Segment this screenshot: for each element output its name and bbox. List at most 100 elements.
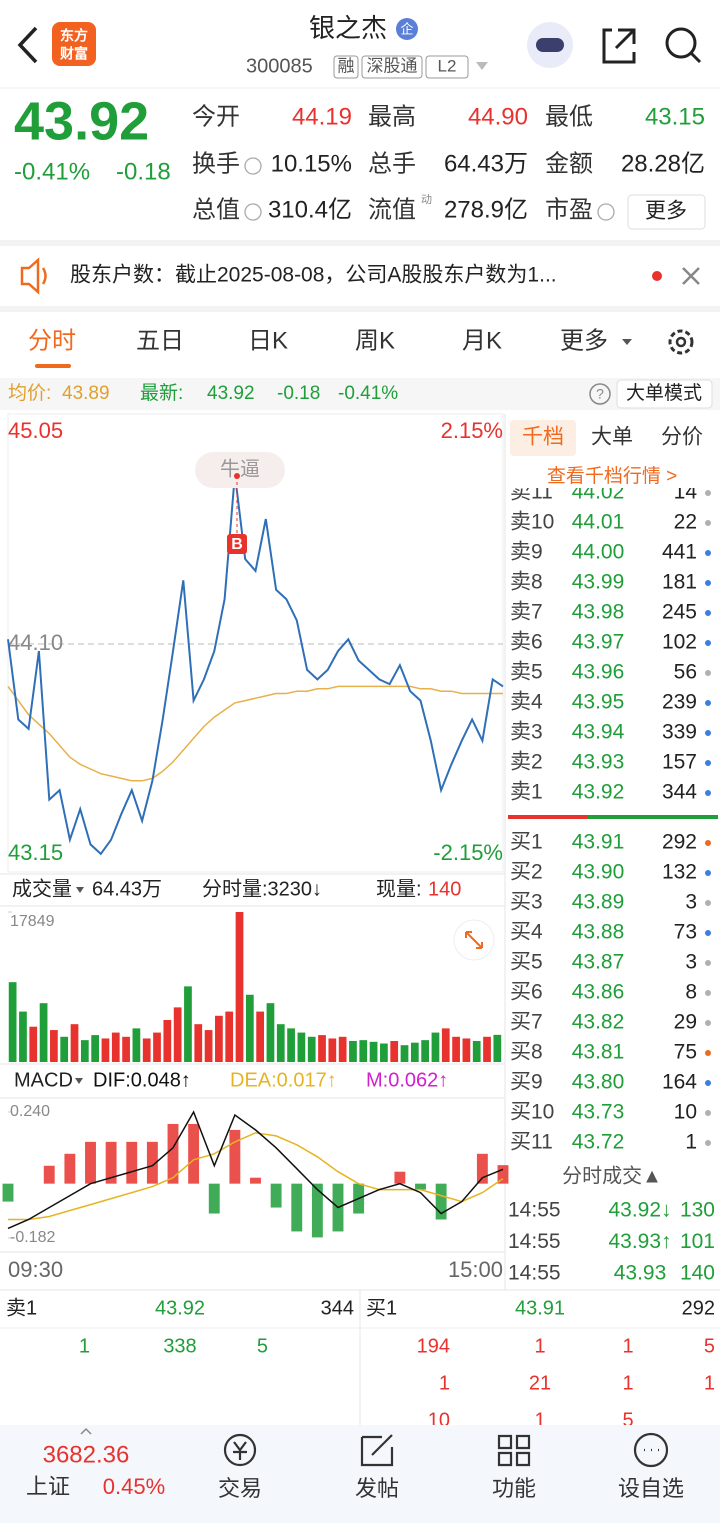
book-level: 卖10 [510,511,554,534]
more-button-label[interactable]: 更多 [645,200,687,223]
macd-legend: M:0.062↑ [366,1069,448,1091]
stat-label: 总值 [192,196,240,223]
info-icon [597,203,615,221]
trade-price: 43.92↓ [608,1199,671,1222]
book-level: 买1 [510,831,543,854]
book-tab[interactable]: 千档 [522,426,564,449]
nav-icon [223,1433,257,1467]
chart-tab[interactable]: 日K [248,327,288,354]
book-dot [705,790,711,796]
book-volume: 181 [662,571,697,594]
more-button[interactable] [627,194,706,230]
book-dot [705,1050,711,1056]
volume-bar [390,1040,399,1062]
level2-ask-order: 5 [257,1335,268,1357]
chart-tab[interactable]: 周K [355,327,395,354]
app-logo [52,22,96,66]
book-dot [705,670,711,676]
notice-text[interactable]: 股东户数：截止2025-08-08，公司A股股东户数为1... [70,264,557,287]
stat-value: 278.9亿 [444,196,528,223]
book-level: 买10 [510,1101,554,1124]
chart-tab[interactable]: 更多 [560,327,608,354]
volume-bar [338,1036,347,1062]
nav-icon [633,1432,669,1468]
help-icon[interactable] [589,383,611,405]
mode-button-label[interactable]: 大单模式 [626,382,702,404]
chart-tab[interactable]: 分时 [28,327,76,354]
book-level: 买8 [510,1041,543,1064]
volume-bar [122,1036,130,1062]
macd-bar [435,1183,447,1220]
book-level: 卖1 [510,781,543,804]
book-level: 卖3 [510,721,543,744]
book-dot [705,840,711,846]
book-volume: 344 [662,781,697,804]
book-dot [705,1140,711,1146]
macd-bar [476,1153,488,1184]
chart-tab[interactable]: 五日 [136,327,184,354]
dea-line [8,1132,504,1221]
volume-bar [256,1011,265,1062]
share-button[interactable] [602,28,636,64]
nav-item[interactable]: 发帖 [355,1476,399,1501]
book-volume: 8 [685,981,697,1004]
book-tab[interactable]: 分价 [661,426,703,449]
settings-button[interactable] [668,329,694,355]
book-tab[interactable]: 大单 [591,426,633,449]
macd-bar [291,1183,303,1232]
stat-value: 44.90 [468,103,528,130]
mode-button[interactable] [616,379,713,409]
level2-ask-price: 43.92 [155,1297,205,1319]
book-level: 卖6 [510,631,543,654]
level2-bid-order: 21 [529,1372,551,1394]
last-price: 43.92 [207,383,255,404]
nav-item[interactable]: 交易 [218,1476,262,1501]
book-volume: 157 [662,751,697,774]
y-tick-label: 0.240 [10,1103,50,1120]
stat-value: 10.15% [271,150,352,177]
volume-bar [441,1028,450,1062]
volume-bar [349,1040,357,1062]
trade-volume: 130 [680,1199,715,1222]
stat-label: 今开 [192,103,240,130]
volume-bar [328,1038,337,1062]
chart-tab[interactable]: 月K [462,327,502,354]
book-price: 43.90 [572,861,625,884]
volume-bar [318,1035,326,1062]
volume-bar [472,1040,481,1062]
stock-name: 银之杰 [309,13,387,43]
book-dot [705,490,711,496]
book-level: 卖11 [510,481,553,504]
book-price: 43.86 [572,981,625,1004]
volume-bar [8,982,17,1062]
volume-bar [493,1034,502,1062]
notice-close[interactable] [682,267,700,285]
book-dot [705,870,711,876]
search-button[interactable] [665,27,697,59]
current-volume: 140 [428,878,461,900]
volume-bar [101,1038,110,1062]
back-button[interactable] [17,26,38,64]
book-level: 卖7 [510,601,543,624]
index-value[interactable]: 3682.36 [43,1441,130,1468]
book-link[interactable]: 查看千档行情 > [547,465,677,487]
level2-bid-order: 1 [622,1335,633,1357]
book-price: 44.02 [572,481,625,504]
book-price: 43.72 [572,1131,625,1154]
avg-price: 43.89 [62,383,110,404]
book-dot [705,1020,711,1026]
stat-label: 最低 [545,103,593,130]
trade-volume: 101 [680,1230,715,1253]
volume-bar [483,1036,491,1062]
x-tick-label: 15:00 [448,1257,503,1282]
y-tick-label: 45.05 [8,418,63,443]
volume-title: 成交量 [12,877,72,900]
trades-title[interactable]: 分时成交▲ [562,1164,662,1187]
book-level: 卖4 [510,691,543,714]
stat-value: 310.4亿 [268,196,352,223]
logo-text: 财富 [59,46,88,62]
macd-bar [311,1183,323,1238]
nav-item[interactable]: 功能 [492,1476,536,1501]
nav-item[interactable]: 设自选 [618,1476,684,1501]
book-volume: 75 [674,1041,697,1064]
